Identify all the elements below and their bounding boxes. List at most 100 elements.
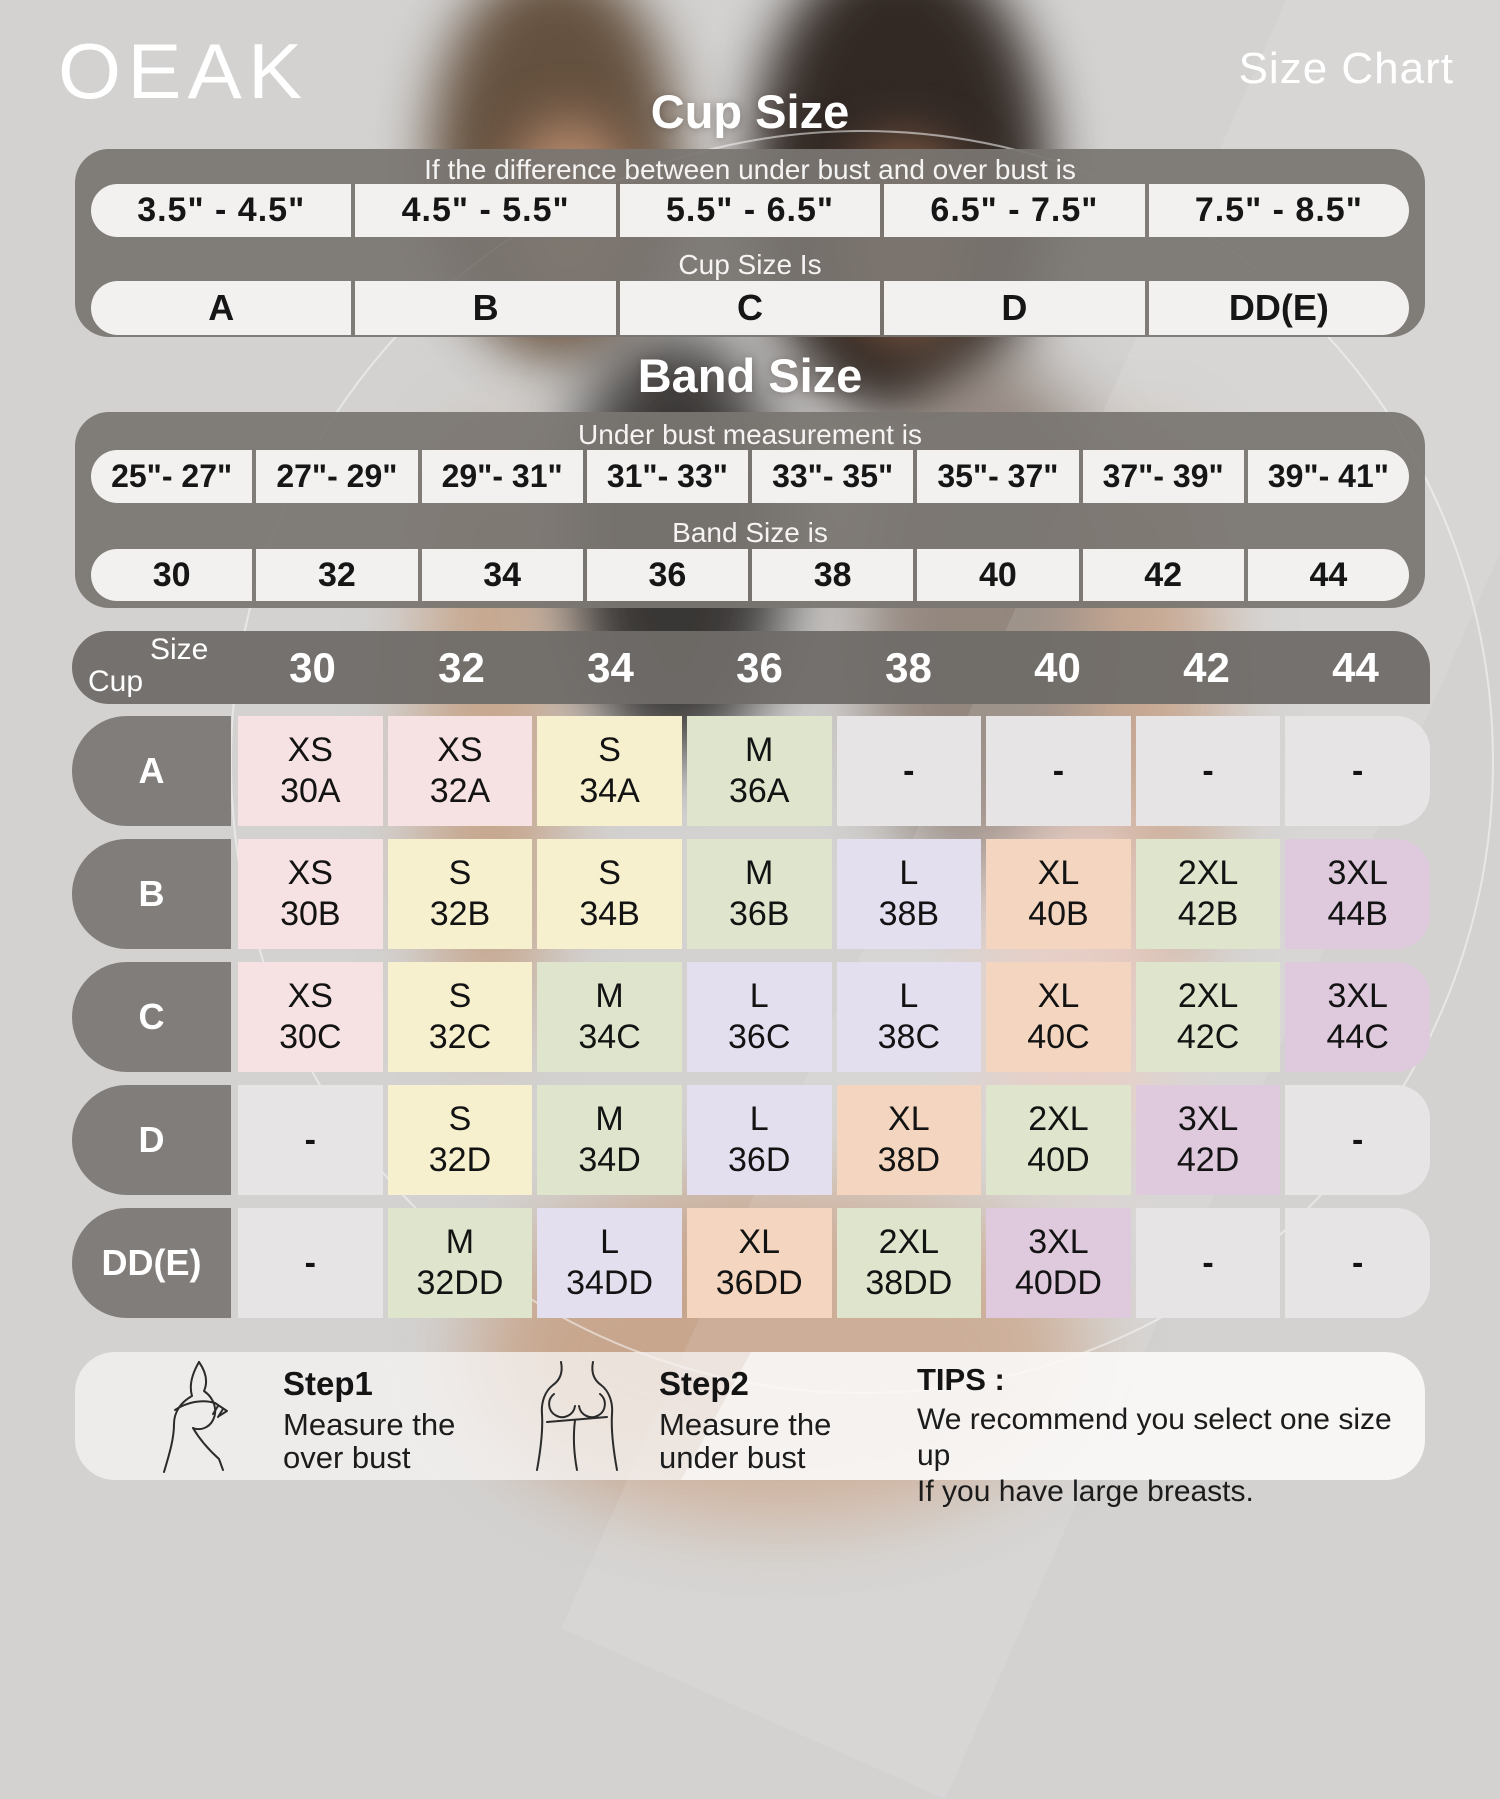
cup-range-cell: 6.5" - 7.5" bbox=[884, 184, 1145, 237]
size-cell: 2XL 40D bbox=[986, 1085, 1131, 1195]
cup-range-row: 3.5" - 4.5" 4.5" - 5.5" 5.5" - 6.5" 6.5"… bbox=[91, 184, 1410, 237]
size-cell: S 32C bbox=[387, 962, 533, 1072]
cup-range-cell: 5.5" - 6.5" bbox=[619, 184, 881, 237]
size-cell: 3XL 44B bbox=[1285, 839, 1430, 949]
band-condition-label: Under bust measurement is bbox=[578, 419, 922, 450]
size-cell: L 36C bbox=[686, 962, 832, 1072]
tips-highlight-panel bbox=[681, 1352, 1425, 1480]
size-matrix-header: Size Cup 30 32 34 36 38 40 42 44 bbox=[72, 631, 1430, 704]
band-number-cell: 34 bbox=[421, 549, 583, 601]
cup-size-section-title: Cup Size bbox=[650, 85, 850, 138]
size-cell: L 36D bbox=[686, 1085, 832, 1195]
matrix-corner-size-label: Size bbox=[150, 633, 209, 666]
band-number-cell: 38 bbox=[752, 549, 914, 601]
band-number-cell: 44 bbox=[1247, 549, 1409, 601]
matrix-row-label: B bbox=[72, 839, 231, 949]
size-cell: XL 40C bbox=[986, 962, 1131, 1072]
tips-line2: If you have large breasts. bbox=[917, 1475, 1254, 1508]
step1-line1: Measure the bbox=[283, 1407, 456, 1442]
band-range-cell: 39"- 41" bbox=[1247, 450, 1409, 503]
matrix-row-label: C bbox=[72, 962, 231, 1072]
size-cell: 2XL 42B bbox=[1135, 839, 1281, 949]
cup-letter-cell: DD(E) bbox=[1148, 281, 1410, 335]
size-cell: XL 40B bbox=[986, 839, 1131, 949]
step2-block: Step2 Measure the under bust bbox=[659, 1365, 831, 1474]
matrix-row-a: A XS 30A XS 32A S 34A M 36A - - - - bbox=[72, 716, 1430, 826]
band-result-label: Band Size is bbox=[672, 517, 828, 548]
size-cell: M 32DD bbox=[387, 1208, 533, 1318]
band-range-row: 25"- 27" 27"- 29" 29"- 31" 31"- 33" 33"-… bbox=[91, 450, 1409, 503]
size-cell: 2XL 42C bbox=[1135, 962, 1281, 1072]
size-cell: M 34C bbox=[537, 962, 682, 1072]
cup-range-cell: 4.5" - 5.5" bbox=[355, 184, 616, 237]
band-size-table: Under bust measurement is 25"- 27" 27"- … bbox=[75, 412, 1425, 608]
cup-letter-cell: D bbox=[884, 281, 1145, 335]
size-matrix-body: A XS 30A XS 32A S 34A M 36A - - - - B XS 30B … bbox=[72, 716, 1430, 1318]
cup-letter-row: A B C D DD(E) bbox=[91, 281, 1410, 335]
matrix-column-header: 38 bbox=[885, 643, 932, 691]
band-size-section-title: Band Size bbox=[637, 349, 863, 402]
size-cell-empty: - bbox=[986, 716, 1131, 826]
matrix-column-header: 40 bbox=[1034, 643, 1081, 691]
matrix-row-label: D bbox=[72, 1085, 231, 1195]
band-number-row: 30 32 34 36 38 40 42 44 bbox=[91, 549, 1409, 601]
cup-letter-cell: C bbox=[619, 281, 881, 335]
band-range-cell: 37"- 39" bbox=[1082, 450, 1244, 503]
cup-letter-cell: A bbox=[91, 281, 352, 335]
size-cell: XS 30C bbox=[238, 962, 383, 1072]
size-cell-empty: - bbox=[836, 716, 982, 826]
matrix-column-header: 44 bbox=[1332, 643, 1379, 691]
brand-logo: OEAK bbox=[58, 27, 309, 115]
size-cell: L 34DD bbox=[537, 1208, 682, 1318]
band-range-cell: 29"- 31" bbox=[421, 450, 583, 503]
measure-over-bust-icon bbox=[163, 1361, 228, 1473]
matrix-corner-label: Size Cup bbox=[72, 631, 238, 704]
matrix-column-header: 34 bbox=[587, 643, 634, 691]
size-cell: XS 30A bbox=[238, 716, 383, 826]
size-cell: 3XL 42D bbox=[1135, 1085, 1281, 1195]
matrix-row-c: C XS 30C S 32C M 34C L 36C L 38C XL 40C 2XL 42C… bbox=[72, 962, 1430, 1072]
size-cell: XL 38D bbox=[836, 1085, 982, 1195]
matrix-row-label: DD(E) bbox=[72, 1208, 231, 1318]
size-cell-empty: - bbox=[238, 1208, 383, 1318]
matrix-row-dde: DD(E) - M 32DD L 34DD XL 36DD 2XL 38DD 3XL 40… bbox=[72, 1208, 1430, 1318]
size-cell: S 32D bbox=[387, 1085, 533, 1195]
step2-title: Step2 bbox=[659, 1365, 749, 1402]
matrix-column-header: 42 bbox=[1183, 643, 1230, 691]
size-cell: M 36A bbox=[686, 716, 832, 826]
size-cell-empty: - bbox=[1285, 1208, 1430, 1318]
size-cell: XL 36DD bbox=[686, 1208, 832, 1318]
size-cell: L 38C bbox=[836, 962, 982, 1072]
size-cell-empty: - bbox=[1285, 1085, 1430, 1195]
cup-letter-cell: B bbox=[355, 281, 616, 335]
size-cell: S 32B bbox=[387, 839, 533, 949]
band-number-cell: 32 bbox=[256, 549, 418, 601]
tips-block: TIPS : We recommend you select one size … bbox=[917, 1362, 1425, 1510]
page-title: Size Chart bbox=[1238, 44, 1454, 93]
size-cell: 3XL 44C bbox=[1285, 962, 1430, 1072]
matrix-row-d: D - S 32D M 34D L 36D XL 38D 2XL 40D 3XL 42D - bbox=[72, 1085, 1430, 1195]
size-cell: XS 32A bbox=[387, 716, 533, 826]
size-cell-empty: - bbox=[1285, 716, 1430, 826]
size-cell: S 34B bbox=[537, 839, 682, 949]
band-number-cell: 42 bbox=[1082, 549, 1244, 601]
size-cell: M 34D bbox=[537, 1085, 682, 1195]
cup-condition-label: If the difference between under bust and… bbox=[424, 154, 1076, 185]
matrix-row-label: A bbox=[72, 716, 231, 826]
cup-range-cell: 3.5" - 4.5" bbox=[91, 184, 352, 237]
step2-line2: under bust bbox=[659, 1440, 806, 1475]
size-cell-empty: - bbox=[1135, 716, 1281, 826]
band-number-cell: 40 bbox=[917, 549, 1079, 601]
matrix-corner-cup-label: Cup bbox=[88, 665, 144, 698]
step1-title: Step1 bbox=[283, 1365, 373, 1402]
step2-line1: Measure the bbox=[659, 1407, 832, 1442]
size-cell: XS 30B bbox=[238, 839, 383, 949]
band-range-cell: 35"- 37" bbox=[917, 450, 1079, 503]
measure-under-bust-icon bbox=[536, 1361, 618, 1471]
size-cell-empty: - bbox=[1135, 1208, 1281, 1318]
cup-size-table: If the difference between under bust and… bbox=[75, 149, 1425, 337]
matrix-column-headers: 30 32 34 36 38 40 42 44 bbox=[238, 631, 1430, 704]
size-cell: M 36B bbox=[686, 839, 832, 949]
tips-title: TIPS : bbox=[917, 1362, 1005, 1397]
band-range-cell: 31"- 33" bbox=[586, 450, 748, 503]
